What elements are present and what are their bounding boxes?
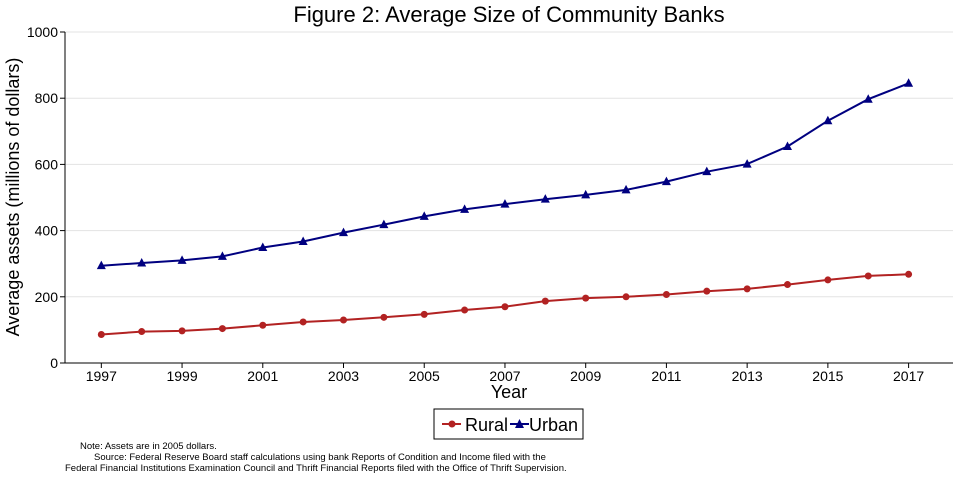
data-point-urban	[137, 258, 147, 267]
legend-urban-label: Urban	[529, 415, 578, 435]
data-point-rural	[461, 306, 469, 314]
data-point-rural	[380, 313, 388, 321]
x-axis-label: Year	[491, 382, 527, 402]
x-tick-label: 1999	[166, 368, 197, 384]
legend-rural-marker	[448, 420, 456, 428]
data-point-urban	[783, 141, 793, 151]
series-group	[96, 78, 914, 339]
data-point-urban	[96, 260, 106, 270]
x-tick-label: 2011	[651, 368, 681, 384]
data-point-urban	[460, 204, 470, 213]
data-point-rural	[501, 303, 509, 311]
data-point-urban	[419, 211, 429, 220]
x-tick-label: 2003	[328, 368, 359, 384]
data-point-rural	[541, 297, 549, 305]
data-point-urban	[500, 199, 510, 208]
note-line-1: Note: Assets are in 2005 dollars.	[80, 441, 217, 452]
data-point-rural	[340, 316, 348, 324]
data-point-urban	[661, 176, 671, 186]
x-tick-label: 2013	[732, 368, 763, 384]
data-point-urban	[379, 219, 389, 229]
y-tick-label: 400	[35, 223, 59, 239]
x-tick-label: 2007	[489, 368, 520, 384]
data-point-urban	[540, 194, 550, 203]
x-axis-ticks: 1997 1999 2001 2003 2005 2007 2009 2011 2013 2015…	[86, 363, 924, 384]
data-point-urban	[823, 115, 833, 125]
data-point-urban	[621, 184, 631, 194]
legend-urban-marker	[515, 419, 524, 428]
source-line-2: Federal Financial Institutions Examinati…	[65, 463, 567, 474]
chart-title: Figure 2: Average Size of Community Bank…	[293, 2, 724, 27]
series-line-urban	[101, 82, 909, 267]
data-point-urban	[904, 78, 914, 87]
data-point-rural	[97, 331, 105, 339]
y-axis-label: Average assets (millions of dollars)	[3, 58, 23, 337]
x-tick-label: 2009	[570, 368, 601, 384]
data-point-rural	[178, 327, 186, 335]
data-point-urban	[258, 242, 268, 251]
y-tick-label: 0	[50, 355, 58, 371]
data-point-urban	[298, 236, 308, 246]
data-point-urban	[702, 166, 712, 176]
data-point-rural	[218, 325, 226, 333]
y-axis-ticks: 0 200 400 600 800 1000	[27, 24, 65, 371]
data-point-rural	[864, 272, 872, 280]
data-point-rural	[259, 321, 267, 329]
x-tick-label: 2005	[409, 368, 440, 384]
data-point-rural	[662, 290, 670, 298]
grid	[65, 31, 953, 298]
data-point-rural	[138, 328, 146, 336]
legend: Rural Urban	[433, 408, 584, 440]
data-point-urban	[217, 251, 227, 260]
x-tick-label: 2017	[893, 368, 924, 384]
data-point-rural	[743, 285, 751, 293]
data-point-rural	[582, 294, 590, 302]
data-point-urban	[339, 227, 349, 237]
x-tick-label: 1997	[86, 368, 117, 384]
x-tick-label: 2015	[812, 368, 843, 384]
data-point-rural	[703, 287, 711, 295]
y-tick-label: 200	[35, 289, 59, 305]
data-point-rural	[784, 281, 792, 289]
x-tick-label: 2001	[247, 368, 278, 384]
data-point-urban	[177, 255, 187, 264]
data-point-rural	[420, 310, 428, 318]
source-line-1: Source: Federal Reserve Board staff calc…	[94, 452, 546, 463]
y-tick-label: 1000	[27, 24, 58, 40]
data-point-rural	[824, 276, 832, 284]
data-point-rural	[622, 293, 630, 301]
data-point-urban	[581, 189, 591, 199]
legend-rural-label: Rural	[465, 415, 508, 435]
data-point-rural	[905, 270, 913, 278]
y-tick-label: 600	[35, 156, 59, 172]
y-tick-label: 800	[35, 90, 59, 106]
data-point-rural	[299, 318, 307, 326]
data-point-urban	[863, 94, 873, 103]
data-point-urban	[742, 159, 752, 168]
